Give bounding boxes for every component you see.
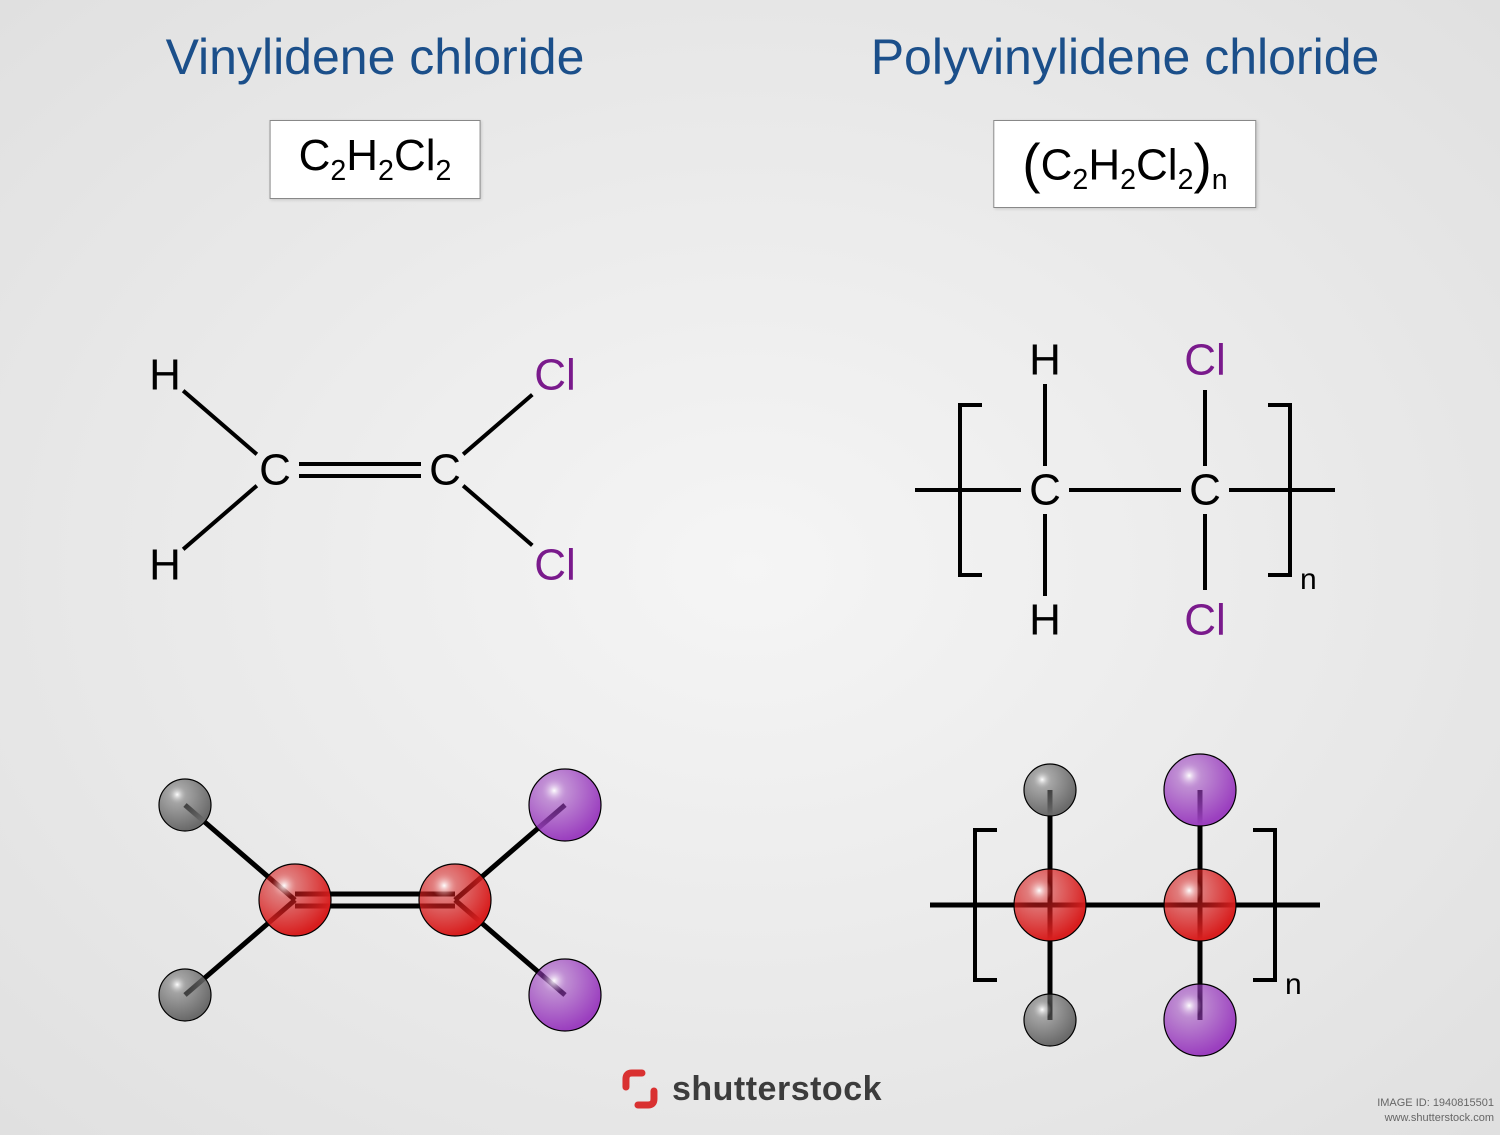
watermark-logo: shutterstock	[618, 1067, 882, 1111]
vinylidene-ballstick	[95, 720, 655, 1080]
svg-text:H: H	[1029, 596, 1061, 645]
pvdc-formula: (C2H2Cl2)n	[993, 120, 1256, 208]
meta-id-label: IMAGE ID:	[1377, 1097, 1430, 1109]
svg-text:n: n	[1300, 563, 1317, 596]
shutterstock-icon	[618, 1067, 662, 1111]
meta-site: www.shutterstock.com	[1377, 1111, 1494, 1125]
svg-text:C: C	[259, 446, 291, 495]
image-meta: IMAGE ID: 1940815501 www.shutterstock.co…	[1377, 1096, 1494, 1125]
svg-text:H: H	[149, 351, 181, 400]
svg-text:Cl: Cl	[534, 541, 576, 590]
vinylidene-formula: C2H2Cl2	[270, 120, 481, 199]
pvdc-ballstick: n	[835, 720, 1415, 1090]
svg-text:C: C	[1189, 466, 1221, 515]
svg-text:Cl: Cl	[1184, 596, 1226, 645]
vinylidene-panel: Vinylidene chloride C2H2Cl2 C C H H Cl Cl	[0, 0, 750, 1135]
watermark-brand: shutterstock	[672, 1070, 882, 1109]
svg-text:Cl: Cl	[534, 351, 576, 400]
svg-text:H: H	[1029, 336, 1061, 385]
meta-id: 1940815501	[1433, 1097, 1494, 1109]
vinylidene-structural: C C H H Cl Cl	[95, 290, 655, 650]
pvdc-structural: n C C H H Cl Cl	[845, 290, 1405, 690]
svg-text:Cl: Cl	[1184, 336, 1226, 385]
svg-text:H: H	[149, 541, 181, 590]
vinylidene-title: Vinylidene chloride	[0, 28, 750, 86]
svg-text:n: n	[1285, 968, 1302, 1001]
pvdc-panel: Polyvinylidene chloride (C2H2Cl2)n n C C H H…	[750, 0, 1500, 1135]
svg-text:C: C	[429, 446, 461, 495]
svg-text:C: C	[1029, 466, 1061, 515]
pvdc-title: Polyvinylidene chloride	[750, 28, 1500, 86]
